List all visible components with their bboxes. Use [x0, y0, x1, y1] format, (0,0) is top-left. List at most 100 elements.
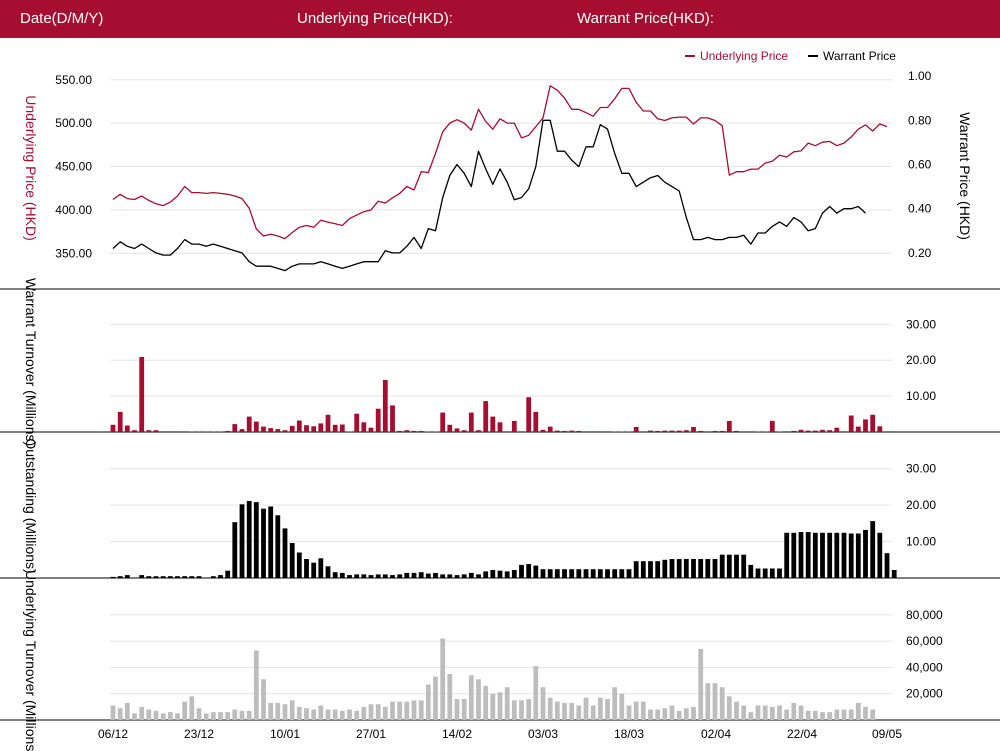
outstanding-bar: [863, 529, 868, 578]
outstanding-bar: [497, 570, 503, 578]
underlying-turnover-bar: [648, 709, 653, 720]
underlying-turnover-bar: [863, 706, 868, 720]
underlying-turnover-bar: [820, 712, 825, 720]
warrant-turnover-bar: [382, 380, 388, 432]
warrant-turnover-tick-label: 10.00: [906, 389, 936, 403]
outstanding-bar: [784, 532, 790, 578]
underlying-turnover-bar: [296, 706, 302, 720]
chart-labels: 350.00 400.00 450.00 500.00 550.00 0.20 0.40 0.…: [55, 69, 943, 741]
outstanding-bar: [189, 576, 195, 578]
outstanding-bar: [225, 570, 231, 578]
x-axis-date-label: 02/04: [701, 727, 731, 741]
warrant-turnover-bar: [784, 431, 790, 432]
outstanding-bar: [146, 576, 152, 578]
outstanding-bar: [769, 568, 775, 578]
warrant-turnover-bar: [490, 416, 496, 432]
outstanding-bar: [719, 554, 725, 578]
underlying-turnover-bar: [719, 687, 725, 720]
outstanding-bar: [848, 533, 854, 578]
warrant-turnover-bar: [855, 426, 861, 432]
warrant-turnover-bar: [225, 430, 231, 432]
outstanding-bar: [239, 504, 245, 578]
underlying-turnover-bar: [239, 710, 245, 720]
outstanding-bar: [461, 574, 467, 578]
warrant-turnover-bar: [246, 416, 252, 432]
warrant-turnover-bar: [884, 431, 890, 432]
outstanding-bar: [210, 576, 216, 578]
underlying-turnover-bar: [662, 708, 668, 720]
underlying-turnover-bar: [533, 666, 539, 720]
outstanding-bar: [275, 515, 281, 578]
warrant-turnover-bar: [741, 431, 747, 432]
outstanding-bar: [390, 575, 395, 578]
warrant-turnover-bar: [691, 427, 696, 432]
warrant-turnover-bar: [891, 431, 897, 432]
warrant-turnover-bar: [354, 413, 360, 432]
underlying-turnover-bar: [325, 709, 331, 720]
warrant-turnover-bar: [683, 430, 689, 432]
warrant-price-label: Warrant Price(HKD):: [577, 10, 714, 27]
outstanding-bar: [726, 554, 732, 578]
underlying-turnover-bar: [246, 710, 252, 720]
underlying-turnover-bar: [705, 683, 711, 720]
outstanding-bar: [296, 552, 302, 578]
underlying-turnover-bar: [619, 693, 625, 720]
outstanding-tick-label: 10.00: [906, 535, 936, 549]
outstanding-bar: [855, 533, 861, 578]
outstanding-bar: [691, 559, 696, 578]
outstanding-bar: [511, 570, 517, 578]
outstanding-bar: [433, 572, 438, 578]
warrant-turnover-bar: [540, 429, 546, 432]
outstanding-bar: [705, 559, 711, 578]
underlying-turnover-bar: [569, 702, 575, 720]
warrant-turnover-bar: [748, 431, 754, 432]
underlying-turnover-bar: [483, 685, 489, 720]
price-right-tick-label: 1.00: [908, 69, 932, 83]
outstanding-bar: [196, 576, 202, 578]
warrant-turnover-bar: [361, 422, 367, 432]
warrant-turnover-bar: [397, 430, 403, 432]
underlying-turnover-bar: [117, 708, 123, 720]
underlying-turnover-bar: [440, 638, 446, 720]
outstanding-bar: [504, 571, 510, 578]
price-left-tick-label: 400.00: [55, 203, 92, 217]
underlying-turnover-bar: [712, 683, 718, 720]
underlying-turnover-tick-label: 60,000: [906, 634, 943, 648]
outstanding-bar: [332, 572, 338, 578]
underlying-turnover-bar: [110, 705, 116, 720]
underlying-turnover-bar: [698, 649, 704, 720]
underlying-turnover-bar: [676, 710, 682, 720]
x-axis-date-label: 22/04: [787, 727, 817, 741]
warrant-turnover-bar: [841, 431, 847, 432]
warrant-turnover-bar: [669, 430, 675, 432]
underlying-turnover-bar: [848, 709, 854, 720]
underlying-turnover-bar: [225, 712, 231, 720]
underlying-turnover-bar: [583, 697, 589, 720]
warrant-turnover-bar: [576, 430, 582, 432]
underlying-turnover-bar: [576, 705, 582, 720]
warrant-turnover-bar: [698, 430, 704, 432]
warrant-turnover-bar: [569, 430, 575, 432]
underlying-turnover-bar: [791, 702, 797, 720]
underlying-turnover-bar: [210, 712, 216, 720]
underlying-turnover-bar: [841, 709, 847, 720]
outstanding-bar: [218, 575, 223, 578]
underlying-turnover-bar: [626, 705, 632, 720]
underlying-turnover-bar: [748, 712, 754, 720]
underlying-turnover-bar: [218, 712, 223, 720]
warrant-turnover-bar: [820, 429, 825, 432]
outstanding-bar: [870, 521, 876, 578]
underlying-turnover-bar: [167, 712, 173, 720]
underlying-turnover-bar: [189, 696, 195, 720]
chart-marks: [110, 85, 897, 720]
underlying-turnover-bar: [640, 701, 646, 720]
outstanding-bar: [253, 502, 259, 578]
warrant-turnover-bar: [726, 420, 732, 432]
warrant-turnover-bar: [705, 431, 711, 432]
underlying-turnover-axis-title: Underlying Turnover (Millions): [23, 570, 39, 751]
outstanding-bar: [268, 506, 274, 578]
outstanding-bar: [576, 569, 582, 578]
underlying-turnover-bar: [590, 705, 596, 720]
underlying-turnover-bar: [812, 710, 818, 720]
warrant-turnover-bar: [734, 430, 739, 432]
